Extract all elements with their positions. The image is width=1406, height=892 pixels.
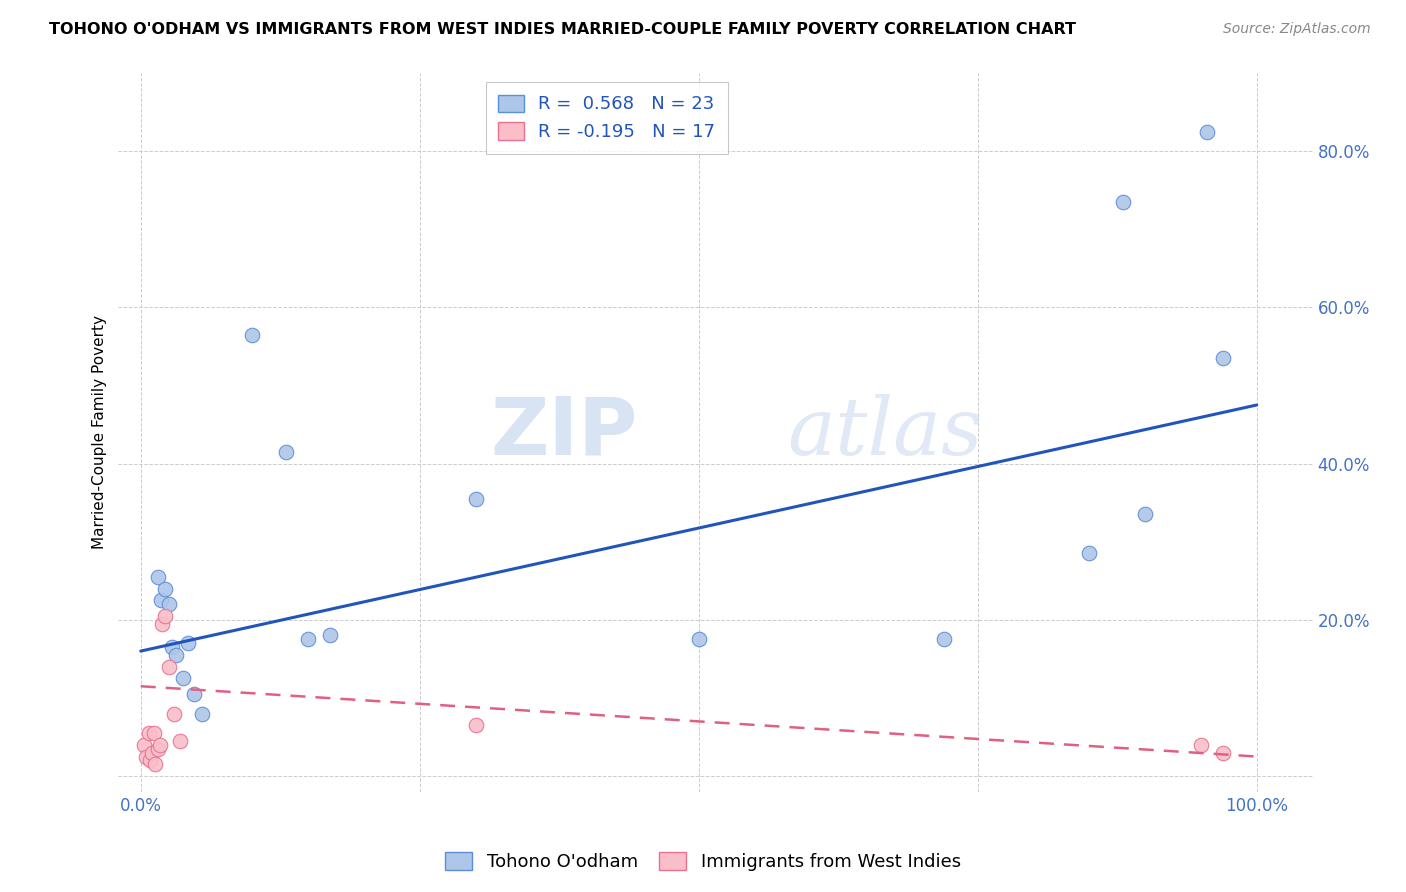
Point (183, 687, 205, 701)
Point (297, 632, 319, 647)
Point (146, 741, 169, 756)
Point (176, 636, 198, 650)
Point (1195, 125, 1218, 139)
Point (149, 738, 172, 752)
Text: ZIP: ZIP (491, 393, 638, 471)
Point (274, 445, 297, 459)
Point (146, 570, 169, 584)
Point (1212, 746, 1234, 760)
Point (163, 706, 186, 721)
Point (1112, 194, 1135, 209)
Point (934, 632, 956, 647)
Point (157, 597, 180, 611)
Point (1189, 738, 1212, 752)
Point (464, 491, 486, 506)
Point (166, 648, 188, 662)
Point (141, 746, 163, 760)
Point (155, 608, 177, 623)
Point (143, 757, 166, 772)
Point (319, 628, 342, 642)
Point (135, 749, 157, 764)
Point (150, 616, 173, 631)
Legend: R =  0.568   N = 23, R = -0.195   N = 17: R = 0.568 N = 23, R = -0.195 N = 17 (485, 82, 728, 154)
Point (191, 706, 214, 721)
Point (240, 327, 263, 342)
Point (138, 754, 160, 768)
Text: Source: ZipAtlas.com: Source: ZipAtlas.com (1223, 22, 1371, 37)
Point (149, 593, 172, 607)
Point (143, 726, 166, 740)
Point (155, 582, 177, 596)
Point (1133, 508, 1156, 522)
Point (132, 738, 155, 752)
Point (157, 659, 180, 673)
Point (464, 718, 486, 732)
Point (172, 672, 194, 686)
Y-axis label: Married-Couple Family Poverty: Married-Couple Family Poverty (93, 316, 107, 549)
Point (138, 726, 160, 740)
Text: TOHONO O'ODHAM VS IMMIGRANTS FROM WEST INDIES MARRIED-COUPLE FAMILY POVERTY CORR: TOHONO O'ODHAM VS IMMIGRANTS FROM WEST I… (49, 22, 1076, 37)
Legend: Tohono O'odham, Immigrants from West Indies: Tohono O'odham, Immigrants from West Ind… (437, 846, 969, 879)
Point (160, 640, 183, 655)
Point (169, 734, 191, 748)
Text: atlas: atlas (787, 393, 983, 471)
Point (1212, 351, 1234, 365)
Point (688, 632, 710, 647)
Point (1078, 546, 1101, 560)
